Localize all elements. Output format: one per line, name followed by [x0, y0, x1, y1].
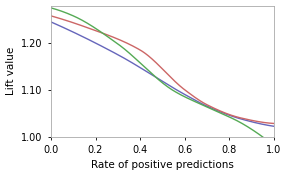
X-axis label: Rate of positive predictions: Rate of positive predictions	[91, 161, 234, 170]
Y-axis label: Lift value: Lift value	[5, 47, 15, 95]
